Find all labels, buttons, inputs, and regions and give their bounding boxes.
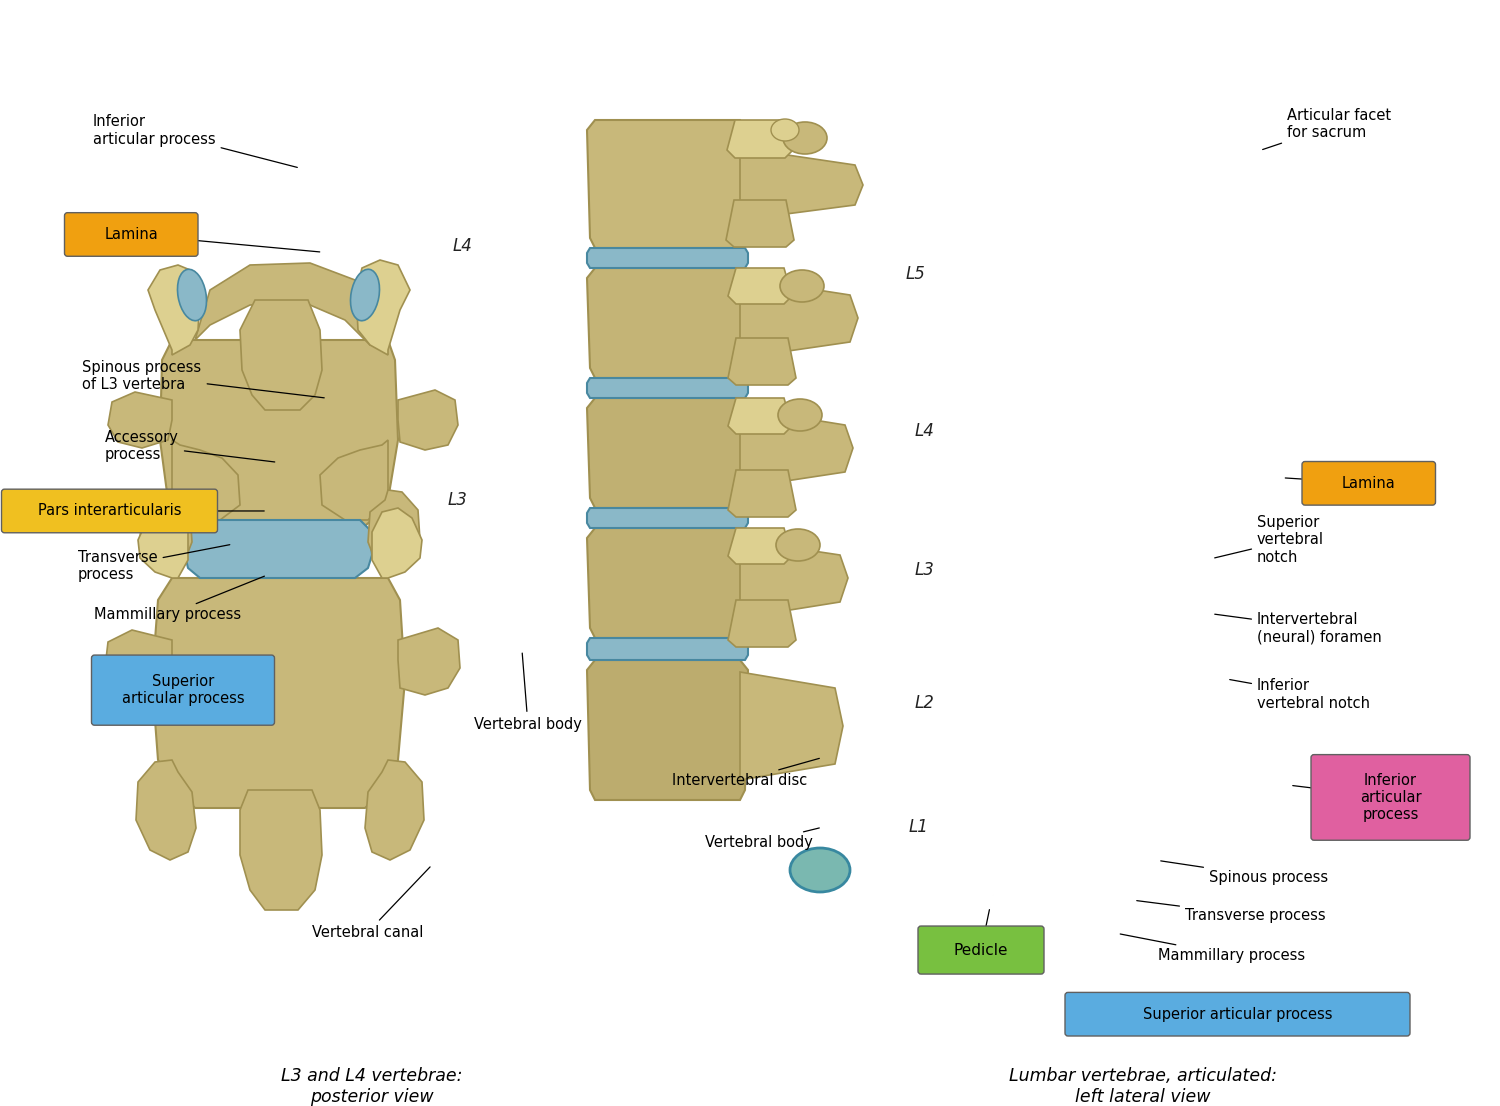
Ellipse shape	[771, 119, 800, 140]
Polygon shape	[356, 260, 410, 355]
Text: Transverse process: Transverse process	[1137, 900, 1326, 924]
Polygon shape	[172, 440, 240, 520]
Text: Lamina: Lamina	[105, 227, 158, 242]
FancyBboxPatch shape	[918, 926, 1044, 974]
FancyBboxPatch shape	[1302, 461, 1436, 505]
Text: Spinous process: Spinous process	[1161, 860, 1328, 885]
Polygon shape	[728, 528, 792, 564]
Text: Superior articular process: Superior articular process	[1143, 1006, 1332, 1022]
Text: Mammillary process: Mammillary process	[94, 576, 264, 623]
Ellipse shape	[780, 270, 824, 302]
Text: Vertebral canal: Vertebral canal	[312, 867, 430, 940]
Polygon shape	[728, 338, 796, 385]
Polygon shape	[160, 340, 398, 530]
Text: Transverse
process: Transverse process	[78, 544, 230, 583]
Polygon shape	[586, 528, 748, 638]
Polygon shape	[372, 508, 422, 578]
Text: Articular facet
for sacrum: Articular facet for sacrum	[1263, 107, 1390, 149]
Polygon shape	[586, 638, 748, 660]
Ellipse shape	[790, 848, 850, 893]
Polygon shape	[586, 378, 748, 398]
Polygon shape	[586, 508, 748, 528]
Text: Pedicle: Pedicle	[954, 942, 1008, 958]
Text: Lumbar vertebrae, articulated:
left lateral view: Lumbar vertebrae, articulated: left late…	[1010, 1067, 1276, 1106]
Text: Inferior
articular
process: Inferior articular process	[1359, 772, 1422, 823]
Text: Mammillary process: Mammillary process	[1120, 933, 1305, 963]
Polygon shape	[740, 540, 847, 618]
Text: Pars interarticularis: Pars interarticularis	[38, 503, 182, 519]
Text: L3: L3	[447, 491, 468, 509]
Text: L4: L4	[914, 422, 934, 440]
Polygon shape	[140, 490, 192, 568]
Text: Vertebral body: Vertebral body	[474, 654, 582, 732]
Polygon shape	[586, 119, 748, 248]
Text: L4: L4	[452, 237, 472, 254]
Text: L3 and L4 vertebrae:
posterior view: L3 and L4 vertebrae: posterior view	[282, 1067, 462, 1106]
Text: Spinous process
of L3 vertebra: Spinous process of L3 vertebra	[82, 359, 324, 398]
FancyBboxPatch shape	[2, 489, 217, 533]
Polygon shape	[586, 660, 748, 800]
Text: L5: L5	[904, 265, 926, 283]
FancyBboxPatch shape	[92, 655, 274, 726]
Text: Inferior
articular process: Inferior articular process	[93, 114, 297, 167]
Polygon shape	[108, 392, 172, 448]
Polygon shape	[240, 300, 322, 410]
Ellipse shape	[778, 399, 822, 431]
Polygon shape	[148, 265, 200, 355]
Polygon shape	[728, 398, 792, 434]
Polygon shape	[586, 398, 748, 508]
Polygon shape	[398, 628, 460, 695]
Polygon shape	[136, 760, 196, 860]
Polygon shape	[240, 790, 322, 910]
Polygon shape	[740, 672, 843, 780]
Text: Accessory
process: Accessory process	[105, 429, 274, 462]
Polygon shape	[152, 578, 405, 808]
Polygon shape	[586, 248, 748, 268]
Polygon shape	[398, 390, 458, 450]
Text: Inferior
vertebral notch: Inferior vertebral notch	[1230, 678, 1370, 711]
Ellipse shape	[177, 269, 207, 321]
Text: Superior
articular process: Superior articular process	[122, 674, 244, 707]
Polygon shape	[138, 508, 188, 578]
Polygon shape	[105, 630, 172, 692]
Text: Superior
vertebral
notch: Superior vertebral notch	[1215, 514, 1324, 565]
Text: Vertebral body: Vertebral body	[705, 828, 819, 851]
Polygon shape	[184, 520, 372, 578]
Ellipse shape	[776, 529, 820, 561]
Ellipse shape	[351, 269, 380, 321]
Polygon shape	[320, 440, 388, 520]
Polygon shape	[364, 760, 424, 860]
Ellipse shape	[783, 122, 826, 154]
Polygon shape	[726, 200, 794, 247]
FancyBboxPatch shape	[1065, 992, 1410, 1036]
Polygon shape	[195, 263, 388, 345]
Polygon shape	[740, 408, 853, 488]
Polygon shape	[740, 148, 862, 220]
Polygon shape	[368, 490, 420, 568]
Polygon shape	[728, 268, 792, 304]
FancyBboxPatch shape	[64, 212, 198, 257]
Polygon shape	[728, 119, 794, 158]
Text: L3: L3	[914, 561, 934, 578]
Polygon shape	[728, 599, 796, 647]
Text: Intervertebral
(neural) foramen: Intervertebral (neural) foramen	[1215, 612, 1382, 645]
FancyBboxPatch shape	[1311, 754, 1470, 841]
Text: L2: L2	[914, 695, 934, 712]
Polygon shape	[740, 278, 858, 358]
Polygon shape	[586, 268, 748, 378]
Text: L1: L1	[908, 818, 928, 836]
Text: Lamina: Lamina	[1342, 476, 1395, 491]
Text: Intervertebral disc: Intervertebral disc	[672, 759, 819, 789]
Polygon shape	[728, 470, 796, 517]
